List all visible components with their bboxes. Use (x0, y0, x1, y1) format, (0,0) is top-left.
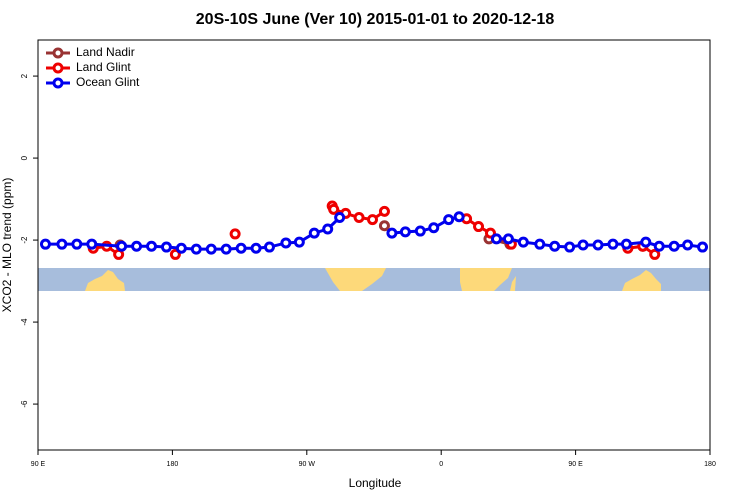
point (263, 241, 275, 253)
y-tick-label: -6 (20, 400, 29, 408)
point (399, 226, 411, 238)
chart-title: 20S-10S June (Ver 10) 2015-01-01 to 2020… (196, 11, 555, 28)
point (607, 238, 619, 250)
point (682, 239, 694, 251)
y-tick-label: 0 (20, 155, 29, 160)
point (175, 242, 187, 254)
x-axis-label: Longitude (349, 476, 402, 490)
point (697, 241, 709, 253)
y-tick-label: -2 (20, 236, 29, 244)
x-tick-label: 180 (704, 461, 716, 468)
y-tick-label: 2 (20, 73, 29, 78)
point (116, 240, 128, 252)
point (443, 214, 455, 226)
point (453, 211, 465, 223)
x-tick-label: 180 (167, 461, 179, 468)
point (428, 222, 440, 234)
x-tick-label: 90 E (31, 461, 46, 468)
point (229, 228, 241, 240)
point (205, 243, 217, 255)
point (190, 243, 202, 255)
x-tick-label: 0 (439, 461, 443, 468)
point (473, 221, 485, 233)
y-tick-label: -4 (20, 318, 29, 326)
legend-marker (52, 47, 64, 59)
point (56, 238, 68, 250)
point (668, 240, 680, 252)
point (414, 225, 426, 237)
y-axis-label: XCO2 - MLO trend (ppm) (0, 178, 14, 313)
legend-label: Ocean Glint (76, 75, 140, 89)
point (71, 238, 83, 250)
point (308, 227, 320, 239)
point (378, 220, 390, 232)
x-tick-label: 90 E (568, 461, 583, 468)
point (502, 233, 514, 245)
point (577, 239, 589, 251)
point (39, 238, 51, 250)
point (549, 240, 561, 252)
point (160, 241, 172, 253)
point (620, 238, 632, 250)
point (490, 233, 502, 245)
point (86, 238, 98, 250)
point (592, 239, 604, 251)
point (378, 205, 390, 217)
point (564, 241, 576, 253)
point (322, 223, 334, 235)
x-tick-label: 90 W (299, 461, 316, 468)
point (386, 227, 398, 239)
legend-label: Land Nadir (76, 45, 135, 59)
point (367, 214, 379, 226)
legend-marker (52, 77, 64, 89)
point (250, 242, 262, 254)
point (131, 240, 143, 252)
point (353, 212, 365, 224)
legend-label: Land Glint (76, 60, 131, 74)
point (640, 236, 652, 248)
map-strip (38, 268, 710, 291)
legend-marker (52, 62, 64, 74)
point (328, 203, 340, 215)
point (534, 238, 546, 250)
point (293, 236, 305, 248)
point (280, 237, 292, 249)
point (169, 248, 181, 260)
point (220, 243, 232, 255)
point (517, 236, 529, 248)
point (334, 212, 346, 224)
point (653, 240, 665, 252)
point (235, 242, 247, 254)
plot-frame (37, 39, 711, 451)
point (649, 248, 661, 260)
point (145, 240, 157, 252)
